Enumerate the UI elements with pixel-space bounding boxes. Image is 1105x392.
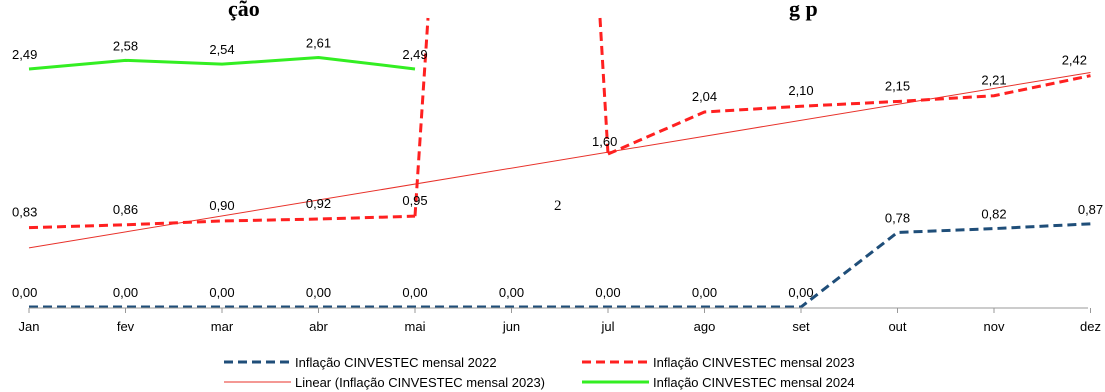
label-2022: 0,82 <box>981 207 1006 222</box>
chart-title-fragment-right: g p <box>789 0 818 21</box>
x-axis: Jan fev mar abr mai jun jul ago set out nov dez <box>19 307 1101 334</box>
series-2023-jump-up <box>413 17 430 217</box>
title-area: ção g p 2 <box>228 0 818 214</box>
label-2022: 0,00 <box>402 285 427 300</box>
stray-label: 2 <box>554 198 562 214</box>
label-2023: 2,04 <box>692 89 717 104</box>
x-tick-label-jul: jul <box>600 319 614 334</box>
label-2022: 0,00 <box>306 285 331 300</box>
series-2023-line-left <box>28 214 416 230</box>
label-2024: 2,49 <box>12 47 37 62</box>
legend-2023-label: Inflação CINVESTEC mensal 2023 <box>653 355 855 370</box>
label-2023: 2,21 <box>981 73 1006 88</box>
x-tick-label-dez: dez <box>1080 319 1101 334</box>
legend-trend-2023-label: Linear (Inflação CINVESTEC mensal 2023) <box>295 375 545 390</box>
x-tick-label-mai: mai <box>405 319 426 334</box>
label-2023: 0,95 <box>402 193 427 208</box>
label-2023: 0,92 <box>306 196 331 211</box>
x-tick-label-out: out <box>888 319 906 334</box>
label-2023: 2,15 <box>885 78 910 93</box>
x-tick-label-fev: fev <box>117 319 135 334</box>
x-tick-label-Jan: Jan <box>19 319 40 334</box>
x-tick-label-set: set <box>792 319 810 334</box>
label-2022: 0,00 <box>595 285 620 300</box>
series-2024-line <box>28 55 416 71</box>
x-tick-label-nov: nov <box>984 319 1005 334</box>
series-2023-line-right <box>607 74 1091 156</box>
label-2022: 0,00 <box>209 285 234 300</box>
label-2022: 0,00 <box>499 285 524 300</box>
label-2022: 0,00 <box>12 285 37 300</box>
label-2022: 0,00 <box>692 285 717 300</box>
chart-title-fragment-left: ção <box>228 0 260 21</box>
clip-mask <box>480 0 598 120</box>
label-2022: 0,78 <box>885 210 910 225</box>
plot-area <box>28 0 1091 309</box>
label-2023: 0,83 <box>12 205 37 220</box>
label-2023: 0,90 <box>209 198 234 213</box>
legend-2024-label: Inflação CINVESTEC mensal 2024 <box>653 375 855 390</box>
data-labels: 0,00 0,00 0,00 0,00 0,00 0,00 0,00 0,00 0,00 0,78… <box>12 35 1103 300</box>
label-2022: 0,00 <box>788 285 813 300</box>
label-2022: 0,87 <box>1078 202 1103 217</box>
label-2023: 2,42 <box>1062 53 1087 68</box>
label-2023: 1,60 <box>592 134 617 149</box>
label-2023: 2,10 <box>788 83 813 98</box>
x-tick-label-abr: abr <box>309 319 328 334</box>
label-2024: 2,58 <box>113 38 138 53</box>
label-2023: 0,86 <box>113 202 138 217</box>
legend-2022-label: Inflação CINVESTEC mensal 2022 <box>295 355 497 370</box>
series-2022-line <box>29 222 1091 309</box>
x-tick-label-mar: mar <box>211 319 234 334</box>
label-2024: 2,61 <box>306 35 331 50</box>
label-2024: 2,49 <box>402 47 427 62</box>
legend: Inflação CINVESTEC mensal 2022 Inflação C… <box>224 355 855 390</box>
x-tick-label-jun: jun <box>502 319 520 334</box>
series-2023-jump-down <box>598 17 610 155</box>
label-2022: 0,00 <box>113 285 138 300</box>
label-2024: 2,54 <box>209 42 234 57</box>
x-tick-label-ago: ago <box>694 319 716 334</box>
